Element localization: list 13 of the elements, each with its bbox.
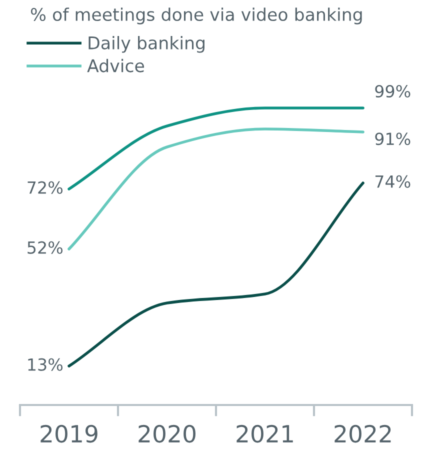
data-label: 99% [375, 84, 410, 98]
data-label: 72% [28, 181, 63, 194]
data-label: 91% [375, 132, 410, 146]
legend-label: Advice [87, 58, 144, 72]
x-tick-label: 2022 [334, 424, 391, 443]
data-label: 52% [28, 241, 63, 254]
chart-title: % of meetings done via video banking [30, 8, 362, 24]
x-tick-label: 2021 [236, 424, 293, 443]
legend-label: Daily banking [88, 36, 204, 53]
x-tick-label: 2019 [40, 424, 98, 443]
x-tick-label: 2020 [138, 424, 196, 443]
data-label: 13% [28, 358, 63, 371]
data-label: 74% [375, 175, 410, 188]
